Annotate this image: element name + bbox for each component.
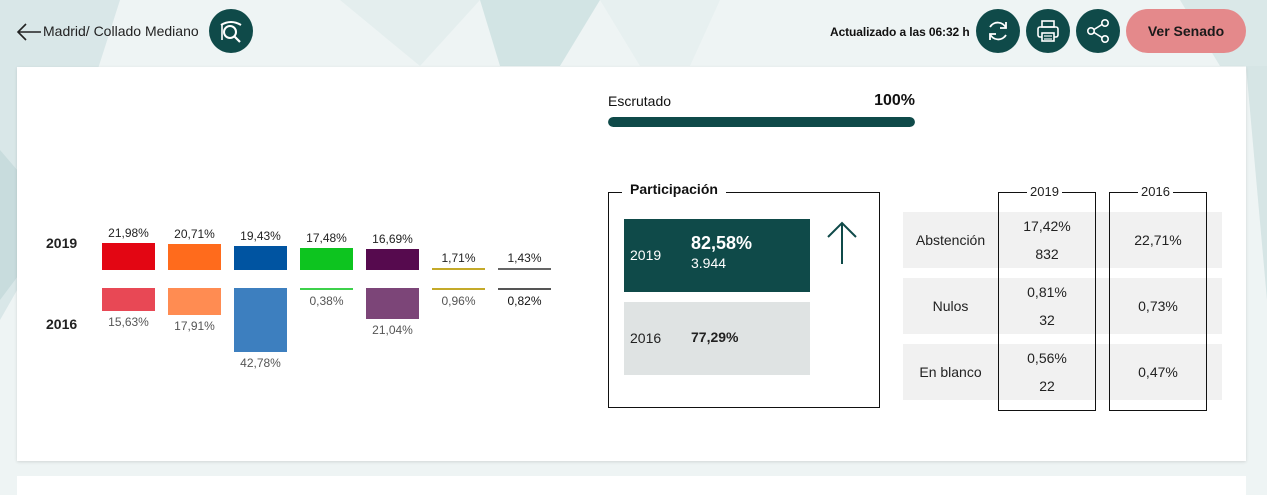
participacion-pct: 77,29% <box>691 329 739 345</box>
bar-label-2019: 1,71% <box>441 251 476 265</box>
updated-time: Actualizado a las 06:32 h <box>830 25 970 39</box>
bar-label-2019: 21,98% <box>108 226 149 240</box>
participacion-row-2016: 2016 77,29% <box>624 302 810 375</box>
next-card <box>17 476 1246 495</box>
bar-label-2016: 0,82% <box>507 294 542 308</box>
bar-2019 <box>168 244 221 270</box>
participacion-pct: 82,58% <box>691 233 753 253</box>
bar-label-2019: 20,71% <box>174 227 215 241</box>
participacion-year: 2019 <box>630 247 662 263</box>
year-label-2016: 2016 <box>46 316 78 332</box>
cell-pct-2019: 0,56% <box>1027 350 1067 366</box>
bar-2016 <box>168 288 221 315</box>
bar-label-2016: 21,04% <box>372 323 413 337</box>
table-row <box>903 344 1222 400</box>
cell-count-2019: 832 <box>1035 246 1059 262</box>
bar-2019 <box>234 246 287 270</box>
column-header-2019: 2019 <box>1027 184 1062 199</box>
bar-2019 <box>432 268 485 270</box>
cell-pct-2016: 0,73% <box>1138 298 1178 314</box>
search-location-button[interactable] <box>209 9 253 53</box>
cell-pct-2019: 17,42% <box>1023 218 1071 234</box>
cell-count-2019: 22 <box>1039 378 1055 394</box>
bar-label-2016: 15,63% <box>108 315 149 329</box>
share-button[interactable] <box>1076 9 1120 53</box>
participacion-box <box>608 192 880 408</box>
bar-2016 <box>234 288 287 352</box>
back-arrow-icon[interactable] <box>16 19 42 45</box>
bar-label-2016: 17,91% <box>174 319 215 333</box>
cell-count-2019: 32 <box>1039 312 1055 328</box>
bar-2016 <box>300 288 353 290</box>
escrutado-progress-bar <box>608 117 915 127</box>
escrutado-label: Escrutado <box>608 93 672 109</box>
refresh-button[interactable] <box>976 9 1020 53</box>
search-location-icon <box>220 21 242 43</box>
row-label-en-blanco: En blanco <box>919 364 982 380</box>
bar-2019 <box>498 268 551 270</box>
row-label-abstencion: Abstención <box>915 232 986 248</box>
bar-2016 <box>102 288 155 311</box>
bar-2019 <box>300 248 353 270</box>
participacion-votes: 3.944 <box>691 255 727 271</box>
bar-label-2016: 0,96% <box>441 294 476 308</box>
cell-pct-2019: 0,81% <box>1027 284 1067 300</box>
share-icon <box>1086 18 1109 43</box>
escrutado-value: 100% <box>874 92 915 109</box>
participacion-title: Participación <box>622 181 726 197</box>
row-label-nulos: Nulos <box>932 298 969 314</box>
print-button[interactable] <box>1026 9 1070 53</box>
location-breadcrumb[interactable]: Madrid/ Collado Mediano <box>43 23 199 39</box>
bar-label-2019: 19,43% <box>240 229 281 243</box>
bar-label-2019: 1,43% <box>507 251 542 265</box>
year-label-2019: 2019 <box>46 235 78 251</box>
participacion-row-2019: 2019 82,58% 3.944 <box>624 219 810 292</box>
bar-2016 <box>432 288 485 290</box>
column-header-2016: 2016 <box>1138 184 1173 199</box>
print-icon <box>1037 20 1059 42</box>
bar-2016 <box>498 288 551 290</box>
participacion-year: 2016 <box>630 330 662 346</box>
bar-2019 <box>102 243 155 270</box>
bar-label-2019: 16,69% <box>372 232 413 246</box>
cell-pct-2016: 22,71% <box>1134 232 1182 248</box>
top-bar: Madrid/ Collado Mediano Actualizado a la… <box>0 0 1267 66</box>
arrow-up-icon <box>826 220 858 271</box>
bar-2016 <box>366 288 419 319</box>
table-row <box>903 212 1222 268</box>
table-row <box>903 278 1222 334</box>
bar-2019 <box>366 249 419 270</box>
ver-senado-button[interactable]: Ver Senado <box>1126 9 1246 53</box>
refresh-icon <box>989 21 1007 41</box>
bar-label-2016: 42,78% <box>240 356 281 370</box>
escrutado-progress-fill <box>608 117 915 127</box>
cell-pct-2016: 0,47% <box>1138 364 1178 380</box>
bar-label-2016: 0,38% <box>309 294 344 308</box>
bar-label-2019: 17,48% <box>306 231 347 245</box>
